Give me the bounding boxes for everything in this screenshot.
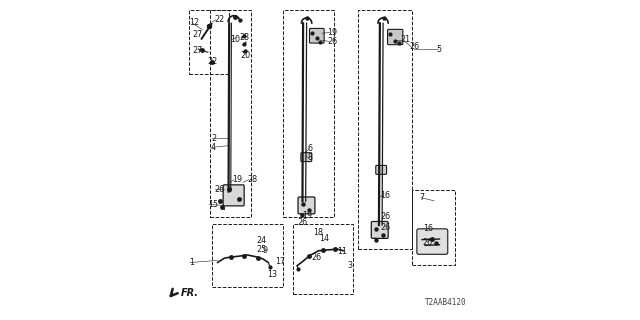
Text: 5: 5	[436, 44, 442, 54]
Text: 25: 25	[256, 245, 266, 254]
Text: 26: 26	[311, 253, 321, 262]
Text: 6: 6	[308, 144, 313, 153]
Text: 27: 27	[192, 30, 202, 39]
Text: 4: 4	[211, 143, 216, 152]
Text: 26: 26	[410, 42, 420, 52]
Text: 10: 10	[230, 35, 240, 44]
Text: 27: 27	[192, 45, 202, 55]
FancyBboxPatch shape	[223, 185, 244, 206]
Text: 13: 13	[268, 269, 277, 279]
FancyBboxPatch shape	[376, 165, 387, 174]
Text: 28: 28	[247, 175, 257, 184]
FancyBboxPatch shape	[388, 29, 403, 45]
Text: 26: 26	[214, 185, 225, 194]
Text: 17: 17	[275, 258, 285, 267]
Text: 9: 9	[262, 246, 268, 255]
Text: 26: 26	[297, 218, 307, 227]
FancyBboxPatch shape	[301, 153, 312, 162]
Text: 19: 19	[303, 211, 312, 220]
Text: 20: 20	[241, 51, 250, 60]
Text: 16: 16	[424, 224, 433, 233]
Text: 19: 19	[232, 175, 243, 184]
FancyBboxPatch shape	[310, 28, 324, 43]
Text: 26: 26	[380, 212, 390, 221]
Text: 14: 14	[319, 234, 330, 243]
Text: 16: 16	[381, 191, 390, 200]
Text: 12: 12	[189, 19, 200, 28]
FancyBboxPatch shape	[417, 229, 448, 254]
Text: 26: 26	[422, 238, 433, 247]
Text: FR.: FR.	[180, 288, 198, 298]
Text: 26: 26	[327, 37, 337, 46]
Text: 1: 1	[189, 258, 194, 267]
FancyBboxPatch shape	[298, 197, 315, 214]
Text: 3: 3	[347, 261, 352, 270]
Text: 19: 19	[327, 28, 337, 37]
Text: 18: 18	[313, 228, 323, 237]
Text: 7: 7	[419, 193, 424, 202]
FancyBboxPatch shape	[371, 221, 388, 238]
Text: 21: 21	[400, 35, 410, 44]
Text: 22: 22	[208, 57, 218, 66]
Text: 23: 23	[240, 33, 250, 42]
Text: 15: 15	[208, 200, 218, 209]
Text: 24: 24	[256, 236, 266, 245]
Text: 2: 2	[211, 134, 216, 143]
Text: 11: 11	[337, 247, 348, 256]
Text: T2AAB4120: T2AAB4120	[425, 298, 467, 307]
Text: 8: 8	[308, 153, 313, 162]
Text: 26: 26	[380, 223, 390, 232]
Text: 22: 22	[214, 15, 225, 24]
